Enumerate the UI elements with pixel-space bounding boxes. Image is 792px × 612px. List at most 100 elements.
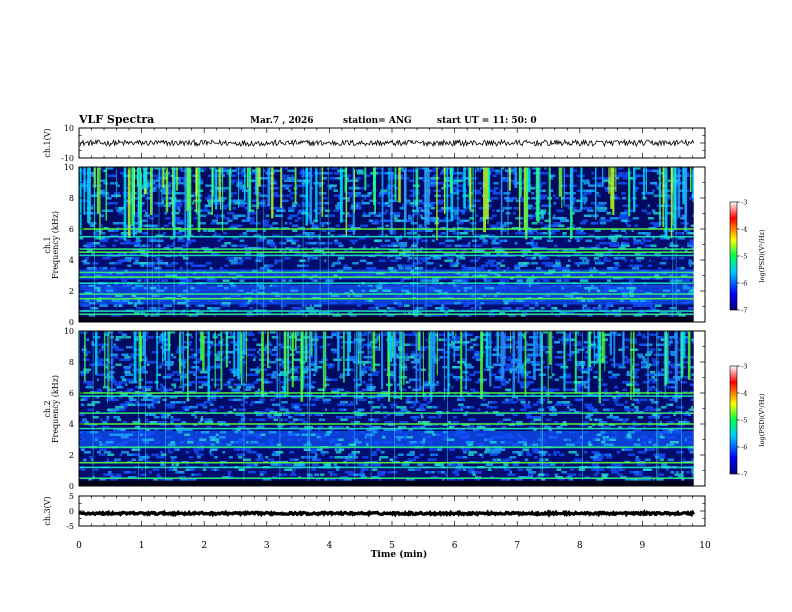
spectrogram-speckle	[346, 199, 350, 202]
spectrogram-speckle	[387, 267, 394, 270]
spectrogram-speckle	[344, 416, 353, 419]
spectrogram-speckle	[633, 264, 642, 267]
spectrogram-speckle	[224, 242, 231, 245]
spectrogram-speckle	[576, 383, 585, 386]
spectrogram-speckle	[127, 302, 133, 305]
spectrogram-row	[79, 343, 694, 347]
spectrogram-speckle	[611, 229, 619, 232]
spectrogram-speckle	[414, 314, 419, 317]
spectrogram-speckle	[133, 262, 140, 265]
spectrogram-burst	[271, 167, 274, 219]
spectrogram-speckle	[246, 229, 255, 232]
spectrogram-speckle	[253, 358, 256, 361]
spectrogram-speckle	[238, 204, 246, 207]
spectrogram-speckle	[229, 333, 234, 336]
spectrogram-speckle	[134, 192, 137, 195]
spectrogram-speckle	[288, 416, 292, 419]
spectrogram-speckle	[140, 247, 143, 250]
spectrogram-speckle	[169, 403, 176, 406]
spectrogram-speckle	[91, 314, 95, 317]
spectrogram-speckle	[668, 398, 678, 401]
spectrogram-speckle	[173, 386, 177, 389]
spectrogram-speckle	[144, 361, 153, 364]
spectrogram-speckle	[542, 331, 548, 334]
spectrogram-speckle	[553, 421, 559, 424]
spectrogram-speckle	[624, 209, 632, 212]
spectrogram-speckle	[572, 184, 577, 187]
spectrogram-speckle	[103, 169, 107, 172]
spectrogram-speckle	[176, 222, 184, 225]
spectrogram-speckle	[356, 304, 362, 307]
spectrogram-speckle	[544, 224, 550, 227]
spectrogram-row	[79, 244, 694, 248]
spectrogram-speckle	[148, 381, 153, 384]
spectrogram-speckle	[336, 202, 343, 205]
spectrogram-speckle	[432, 277, 441, 280]
spectrogram-speckle	[448, 333, 457, 336]
spectrogram-speckle	[331, 333, 337, 336]
spectrogram-speckle	[229, 257, 233, 260]
spectrogram-speckle	[637, 416, 644, 419]
spectrogram-speckle	[184, 373, 188, 376]
spectrogram-speckle	[280, 406, 285, 409]
spectrogram-speckle	[638, 343, 647, 346]
spectrogram-speckle	[207, 194, 211, 197]
spectrogram-speckle	[609, 234, 615, 237]
spectrogram-speckle	[327, 366, 334, 369]
spectrogram-speckle	[160, 386, 166, 389]
spectrogram-speckle	[538, 257, 543, 260]
spectrogram-speckle	[197, 304, 205, 307]
spectrogram-speckle	[370, 408, 374, 411]
spectrogram-speckle	[688, 307, 696, 310]
spectrogram-speckle	[157, 388, 162, 391]
spectrogram-speckle	[242, 232, 247, 235]
spectrogram-burst	[373, 167, 376, 206]
spectrogram-speckle	[659, 182, 663, 185]
spectrogram-burst	[339, 167, 343, 223]
spectrogram-speckle	[337, 269, 344, 272]
spectrogram-speckle	[145, 413, 148, 416]
spectrogram-speckle	[646, 212, 652, 215]
spectrogram-speckle	[256, 257, 264, 260]
spectrogram-speckle	[636, 257, 645, 260]
spectrogram-speckle	[655, 277, 663, 280]
spectrogram-speckle	[381, 204, 391, 207]
spectrogram-speckle	[411, 244, 418, 247]
spectrogram-speckle	[540, 194, 548, 197]
spectrogram-speckle	[624, 401, 628, 404]
spectrogram-speckle	[592, 177, 598, 180]
spectrogram-speckle	[475, 381, 485, 384]
spectrogram-speckle	[559, 219, 569, 222]
spectrogram-speckle	[582, 307, 585, 310]
spectrogram-speckle	[596, 207, 600, 210]
spectrogram-speckle	[622, 197, 627, 200]
spectrogram-speckle	[409, 214, 416, 217]
spectrogram-speckle	[79, 331, 88, 334]
spectrogram-speckle	[260, 204, 268, 207]
spectrogram-speckle	[535, 302, 538, 305]
spectrogram-speckle	[116, 184, 120, 187]
spectrogram-speckle	[359, 373, 365, 376]
spectrogram-speckle	[581, 174, 585, 177]
spectrogram-speckle	[142, 244, 151, 247]
spectrogram-speckle	[549, 413, 558, 416]
spectrogram-speckle	[443, 252, 447, 255]
spectrogram-speckle	[280, 371, 284, 374]
spectrogram-speckle	[491, 239, 497, 242]
spectrogram-speckle	[416, 259, 420, 262]
spectrogram-line	[79, 228, 694, 230]
spectrogram-speckle	[646, 351, 653, 354]
spectrogram-speckle	[424, 396, 430, 399]
spectrogram-speckle	[173, 217, 179, 220]
spectrogram-speckle	[347, 224, 352, 227]
spectrogram-speckle	[477, 408, 481, 411]
spectrogram-burst	[123, 167, 127, 241]
spectrogram-speckle	[379, 219, 388, 222]
spectrogram-speckle	[111, 299, 121, 302]
spectrogram-line	[79, 276, 694, 278]
spectrogram-spike	[186, 167, 188, 322]
spectrogram-burst	[487, 167, 489, 225]
spectrogram-speckle	[376, 336, 380, 339]
spectrogram-speckle	[272, 269, 281, 272]
spectrogram-speckle	[193, 199, 202, 202]
